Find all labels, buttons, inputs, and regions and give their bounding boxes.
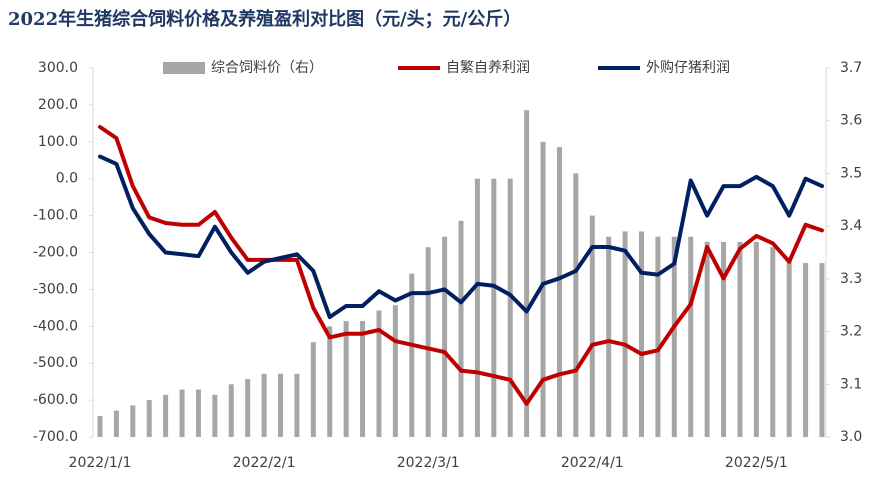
bar [671, 236, 677, 437]
bar [704, 241, 710, 437]
legend-swatch [163, 62, 205, 74]
legend-label: 综合饲料价（右） [211, 60, 323, 76]
y-tick-label: 300.0 [38, 60, 78, 76]
bar [294, 373, 300, 437]
y2-tick-label: 3.7 [840, 60, 862, 76]
line [98, 154, 824, 320]
y2-tick-label: 3.6 [840, 113, 862, 129]
x-tick-label: 2022/4/1 [561, 455, 624, 471]
y2-tick-label: 3.0 [840, 429, 862, 445]
bar [425, 247, 431, 437]
y-tick-label: -700.0 [33, 429, 78, 445]
y-tick-label: -300.0 [33, 281, 78, 297]
bar [195, 389, 201, 437]
bar [474, 178, 480, 437]
bar [179, 389, 185, 437]
bar [343, 321, 349, 437]
bar [556, 147, 562, 438]
bar [409, 273, 415, 437]
bar [458, 220, 464, 437]
x-tick-label: 2022/1/1 [69, 455, 132, 471]
bar [540, 141, 546, 438]
x-tick-label: 2022/5/1 [725, 455, 788, 471]
bar [507, 178, 513, 437]
y-tick-label: -500.0 [33, 355, 78, 371]
bar [737, 241, 743, 437]
chart-title: 2022年生猪综合饲料价格及养殖盈利对比图（元/头；元/公斤） [8, 8, 521, 30]
bar [573, 173, 579, 437]
y-tick-label: -600.0 [33, 392, 78, 408]
bar [803, 263, 809, 437]
x-tick-label: 2022/2/1 [233, 455, 296, 471]
y-tick-label: -200.0 [33, 245, 78, 261]
bar [392, 305, 398, 437]
bar [819, 263, 825, 437]
legend-label: 自繁自养利润 [446, 60, 530, 76]
bar [688, 236, 694, 437]
bar [786, 257, 792, 437]
bar [753, 241, 759, 437]
bar [97, 415, 103, 437]
bar [442, 236, 448, 437]
bar [639, 231, 644, 437]
bar [376, 310, 382, 437]
bar [130, 405, 136, 437]
bar [212, 394, 218, 437]
y-tick-label: -400.0 [33, 318, 78, 334]
bar [770, 247, 776, 437]
bar [524, 110, 530, 438]
bar [310, 342, 316, 437]
y2-tick-label: 3.1 [840, 376, 862, 392]
y2-tick-label: 3.5 [840, 165, 862, 181]
bar [606, 236, 612, 437]
y2-tick-label: 3.4 [840, 218, 862, 234]
y-tick-label: -100.0 [33, 208, 78, 224]
y2-tick-label: 3.2 [840, 324, 862, 340]
bar [261, 373, 267, 437]
bar [589, 215, 595, 437]
bar [327, 326, 333, 437]
bar [245, 379, 251, 437]
legend-label: 外购仔猪利润 [646, 60, 730, 76]
y-tick-label: 200.0 [38, 97, 78, 113]
bar [360, 321, 366, 437]
bar [622, 231, 628, 437]
y2-tick-label: 3.3 [840, 271, 862, 287]
bar [278, 373, 283, 437]
bar [721, 241, 727, 437]
bar [146, 400, 152, 437]
y-tick-label: 100.0 [38, 134, 78, 150]
y-tick-label: 0.0 [56, 171, 78, 187]
bar [491, 178, 497, 437]
bar [228, 384, 234, 437]
bar [655, 236, 661, 437]
x-tick-label: 2022/3/1 [397, 455, 460, 471]
bar [113, 410, 119, 437]
line [98, 125, 824, 406]
bar [163, 394, 169, 437]
